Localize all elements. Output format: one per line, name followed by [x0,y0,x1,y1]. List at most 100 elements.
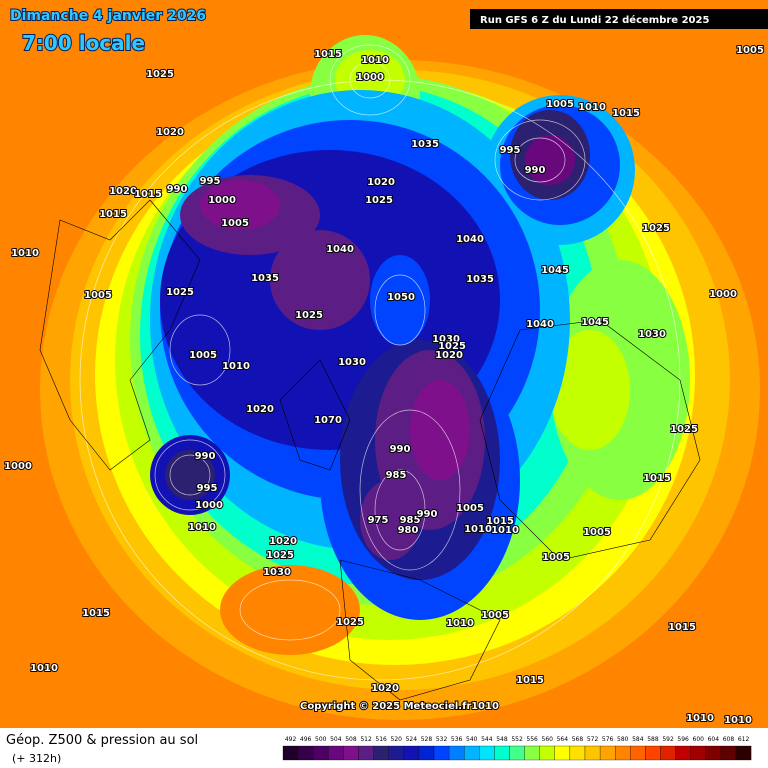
pressure-label: 1010 [686,713,714,724]
pressure-label: 990 [525,165,546,176]
pressure-label: 1015 [134,189,162,200]
pressure-label: 1045 [581,317,609,328]
colorbar-label: 608 [723,736,735,743]
pressure-label: 1010 [491,525,519,536]
pressure-label: 1010 [471,701,499,712]
colorbar-cell [735,745,752,761]
pressure-label: 1025 [670,424,698,435]
colorbar-cell [539,745,555,761]
pressure-label: 1010 [188,522,216,533]
colorbar-cell [554,745,571,761]
colorbar-cell [282,745,299,761]
pressure-label: 1025 [166,287,194,298]
pressure-label: 1000 [709,289,737,300]
pressure-label: 1005 [736,45,764,56]
pressure-label: 1010 [11,248,39,259]
colorbar-label: 552 [511,736,523,743]
pressure-label: 1010 [446,618,474,629]
pressure-label: 1020 [435,350,463,361]
colorbar-cell [720,745,737,761]
pressure-label: 1015 [612,108,640,119]
pressure-label: 1005 [583,527,611,538]
colorbar-cell [448,745,465,761]
pressure-label: 990 [390,444,411,455]
colorbar-label: 580 [617,736,629,743]
height-field [40,35,760,720]
footer-lead: (+ 312h) [12,752,61,765]
pressure-label: 1040 [326,244,354,255]
colorbar-label: 592 [662,736,674,743]
pressure-label: 995 [200,176,221,187]
colorbar-label: 532 [436,736,448,743]
pressure-label: 1010 [30,663,58,674]
colorbar-cell [584,745,601,761]
pressure-label: 1005 [481,610,509,621]
pressure-label: 1005 [84,290,112,301]
pressure-label: 990 [167,184,188,195]
pressure-label: 1020 [156,127,184,138]
pressure-label: 1020 [269,536,297,547]
pressure-label: 1010 [724,715,752,726]
pressure-label: 995 [500,145,521,156]
pressure-label: 1000 [195,500,223,511]
pressure-label: 1035 [411,139,439,150]
pressure-label: 1015 [486,516,514,527]
pressure-label: 1030 [263,567,291,578]
pressure-label: 1015 [314,49,342,60]
colorbar-label: 564 [557,736,569,743]
colorbar-cell [297,745,314,761]
colorbar-cell [433,745,450,761]
pressure-label: 1025 [146,69,174,80]
colorbar-label: 584 [632,736,644,743]
footer-title: Géop. Z500 & pression au sol [6,733,198,748]
pressure-label: 1035 [251,273,279,284]
pressure-label: 1050 [387,292,415,303]
colorbar-cell [479,745,495,761]
colorbar-cell [388,745,404,761]
colorbar-cell [358,745,374,761]
colorbar-cell [675,745,691,761]
coastlines [39,199,701,701]
pressure-label: 1005 [546,99,574,110]
colorbar-label: 524 [406,736,418,743]
pressure-label: 980 [398,525,419,536]
colorbar-cell [328,745,344,761]
colorbar-label: 536 [451,736,463,743]
pressure-label: 975 [368,515,389,526]
pressure-label: 1005 [221,218,249,229]
colorbar-cell [690,745,706,761]
pressure-label: 1035 [466,274,494,285]
pressure-label: 985 [400,515,421,526]
colorbar-label: 568 [572,736,584,743]
pressure-label: 1070 [314,415,342,426]
pressure-label: 1010 [464,524,492,535]
colorbar-label: 504 [330,736,342,743]
colorbar-cell [509,745,525,761]
pressure-label: 1025 [336,617,364,628]
colorbar-cell [313,745,329,761]
colorbar-cell [630,745,646,761]
colorbar-label: 492 [285,736,297,743]
colorbar-label: 588 [647,736,659,743]
run-label: Run GFS 6 Z du Lundi 22 décembre 2025 [480,14,709,26]
colorbar-cell [615,745,631,761]
pressure-label: 1015 [668,622,696,633]
pressure-label: 1030 [338,357,366,368]
pressure-label: 1020 [246,404,274,415]
colorbar: 492 496 500 504 508 512 516 520 524 528 532 536 540 5… [282,736,752,761]
colorbar-cell [645,745,661,761]
colorbar-label: 540 [466,736,478,743]
pressure-label: 995 [197,483,218,494]
colorbar-cell [494,745,510,761]
colorbar-label: 612 [738,736,750,743]
colorbar-label: 496 [300,736,312,743]
pressure-label: 1005 [542,552,570,563]
pressure-label: 1045 [541,265,569,276]
pressure-label: 1010 [578,102,606,113]
pressure-label: 1000 [208,195,236,206]
pressure-label: 1040 [526,319,554,330]
time-label: 7:00 locale [22,31,145,55]
pressure-label: 1025 [438,341,466,352]
